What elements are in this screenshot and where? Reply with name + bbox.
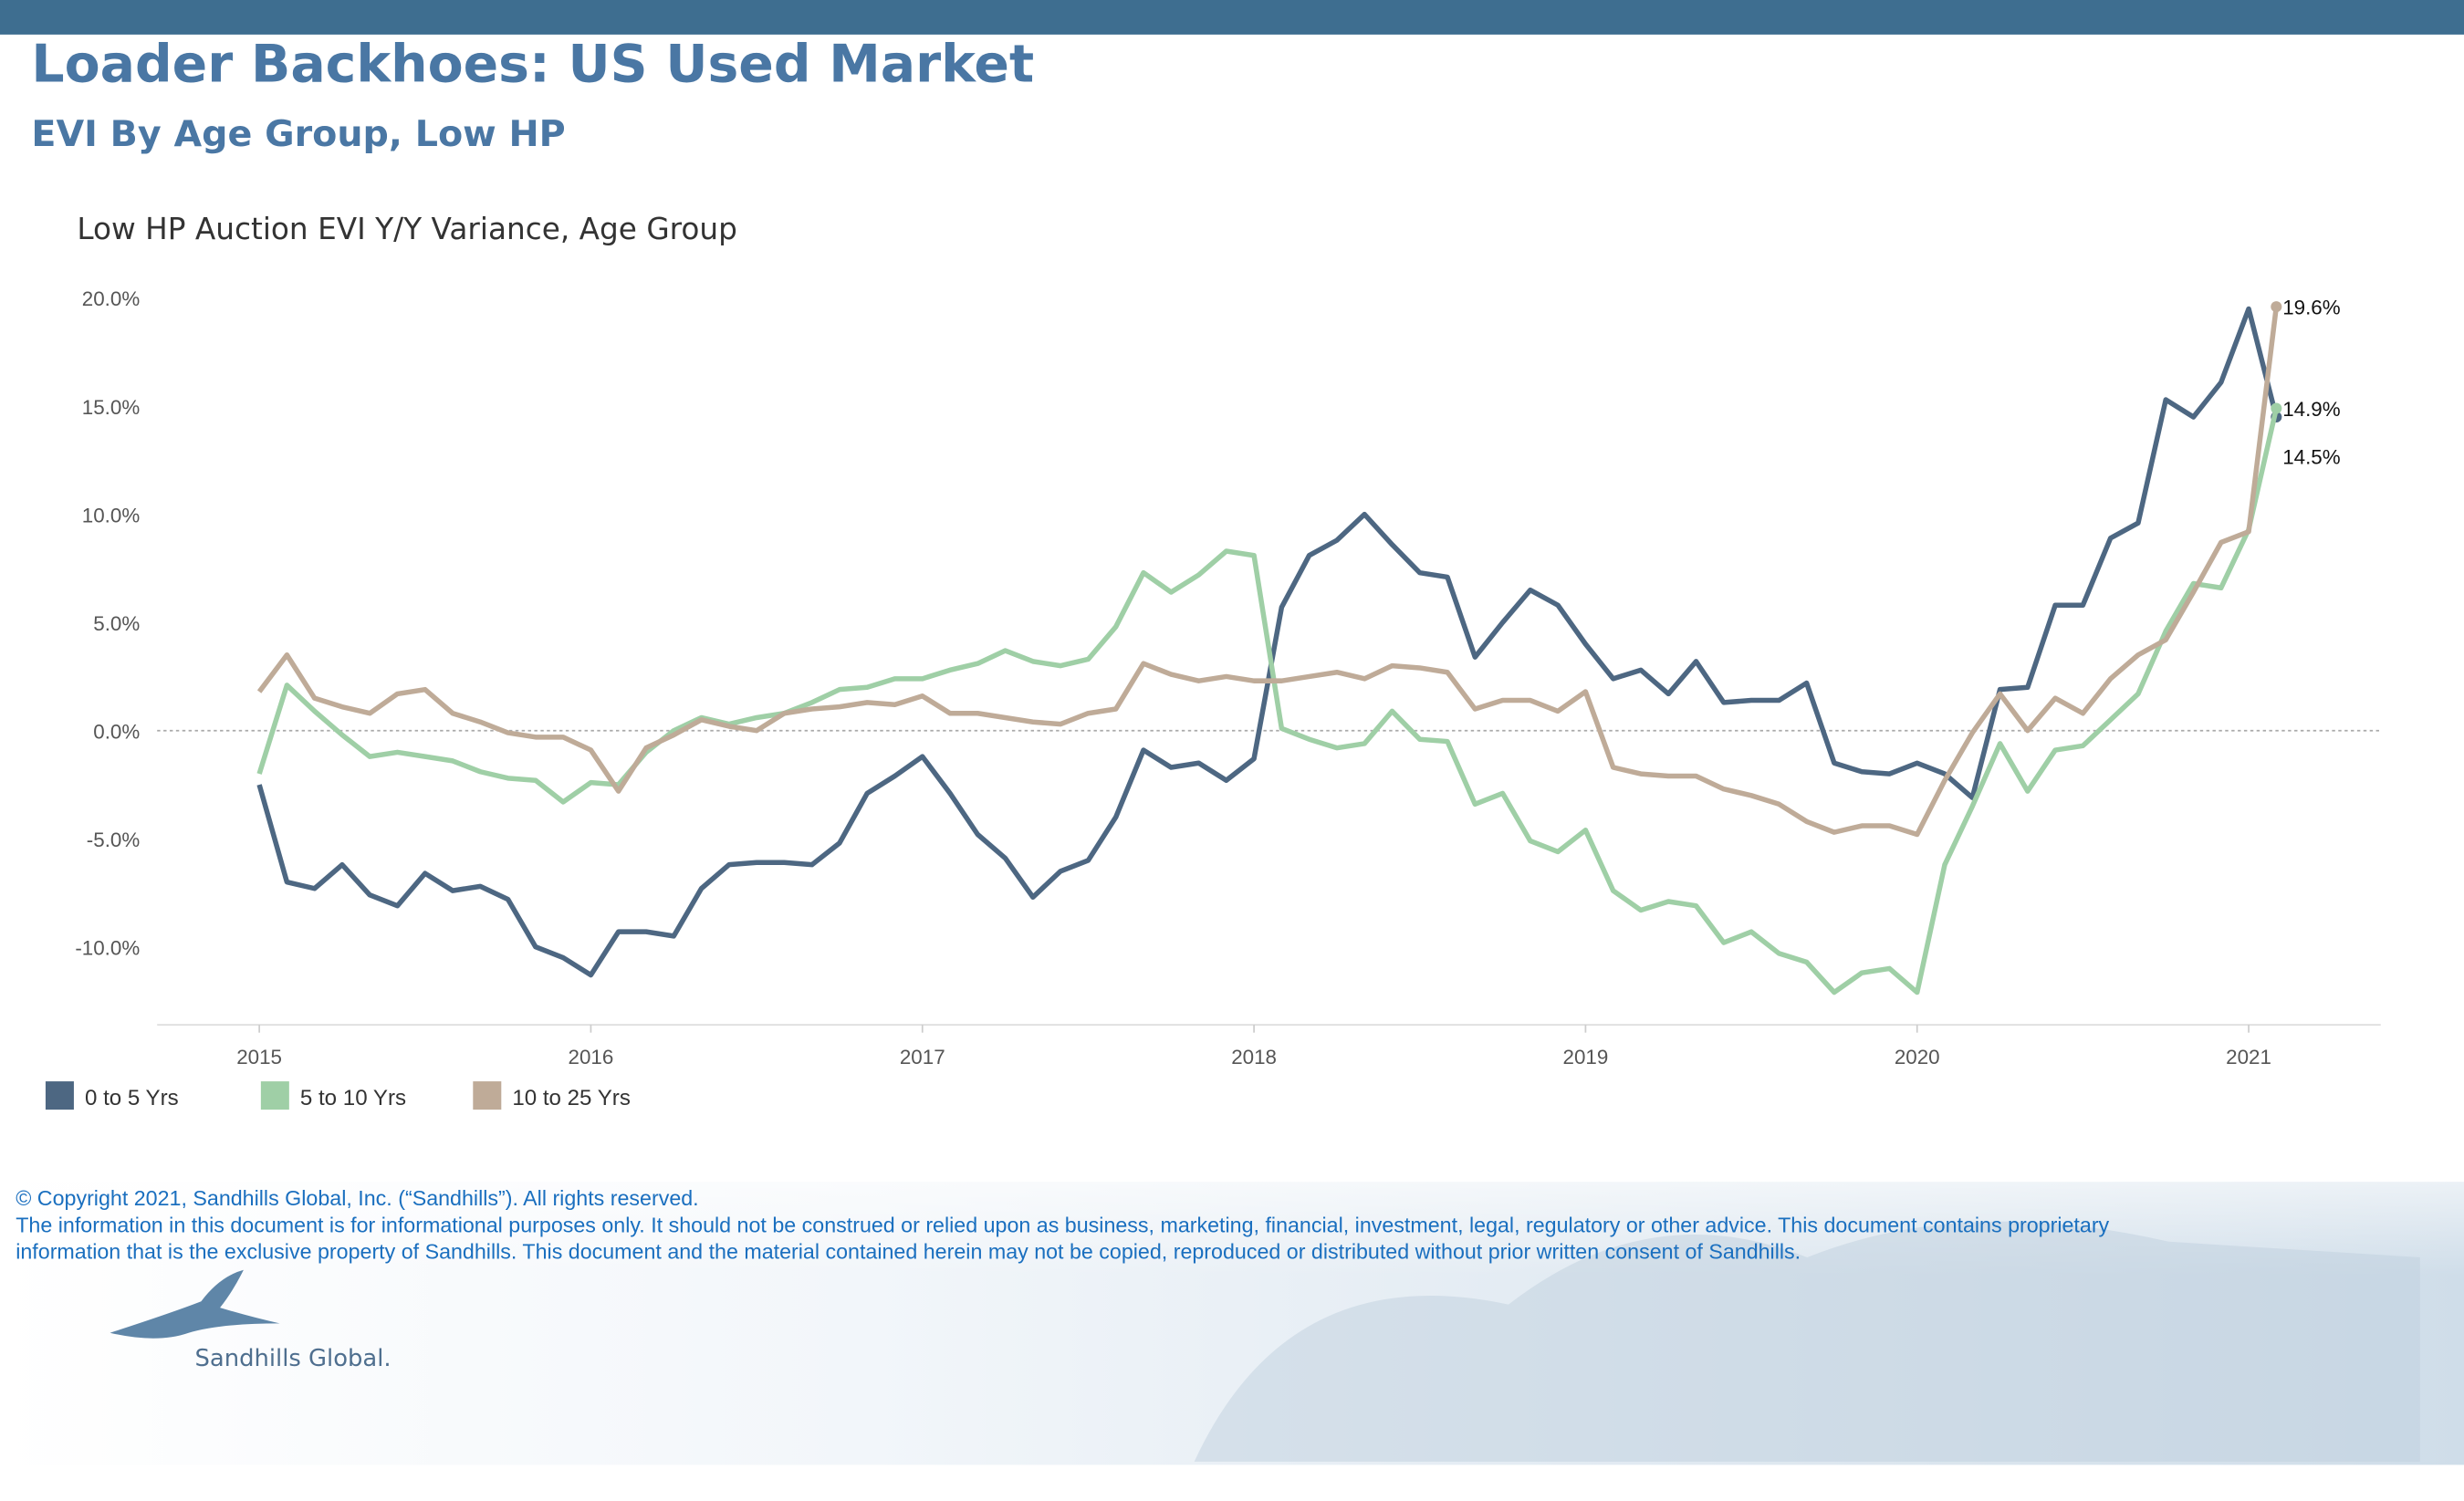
logo-bird [110, 1269, 280, 1339]
x-tick-label: 2020 [1895, 1046, 1940, 1068]
x-tick-label: 2019 [1563, 1046, 1609, 1068]
background-scene [1194, 1221, 2420, 1462]
x-tick-label: 2018 [1231, 1046, 1277, 1068]
top-bar [0, 0, 2464, 35]
legend-swatch[interactable] [45, 1081, 74, 1110]
y-tick-label: -10.0% [75, 936, 140, 959]
disclaimer-line: information that is the exclusive proper… [16, 1240, 1801, 1264]
chart-title: Low HP Auction EVI Y/Y Variance, Age Gro… [77, 212, 737, 246]
legend-label: 10 to 25 Yrs [512, 1086, 631, 1110]
plot: -10.0% -5.0% 0.0% 5.0% 10.0% 15.0% 20.0% 2015 20… [45, 287, 2381, 1110]
value-label: 14.5% [2282, 446, 2341, 469]
page-title: Loader Backhoes: US Used Market [31, 35, 1034, 95]
value-label: 14.9% [2282, 398, 2341, 421]
y-tick-label: 20.0% [82, 287, 141, 310]
value-label: 19.6% [2282, 297, 2341, 319]
legend-label: 0 to 5 Yrs [85, 1086, 179, 1110]
x-tick-label: 2016 [569, 1046, 614, 1068]
x-tick-label: 2021 [2226, 1046, 2271, 1068]
series-line [256, 407, 2280, 995]
series-line [256, 306, 2280, 838]
y-tick-label: 10.0% [82, 504, 141, 526]
legend-label: 5 to 10 Yrs [300, 1086, 406, 1110]
page-subtitle: EVI By Age Group, Low HP [31, 113, 565, 155]
copyright: © Copyright 2021, Sandhills Global, Inc.… [16, 1186, 698, 1210]
end-dot [2271, 301, 2282, 313]
y-tick-label: 0.0% [93, 720, 140, 743]
x-tick-label: 2017 [900, 1046, 945, 1068]
logo-text: Sandhills Global. [195, 1345, 392, 1372]
disclaimer-line: The information in this document is for … [16, 1213, 2109, 1236]
y-tick-label: -5.0% [87, 829, 141, 851]
end-dot [2271, 402, 2282, 414]
y-tick-label: 5.0% [93, 612, 140, 635]
legend-swatch[interactable] [473, 1081, 502, 1110]
y-tick-label: 15.0% [82, 396, 141, 419]
x-tick-label: 2015 [236, 1046, 282, 1068]
legend-swatch[interactable] [260, 1081, 289, 1110]
